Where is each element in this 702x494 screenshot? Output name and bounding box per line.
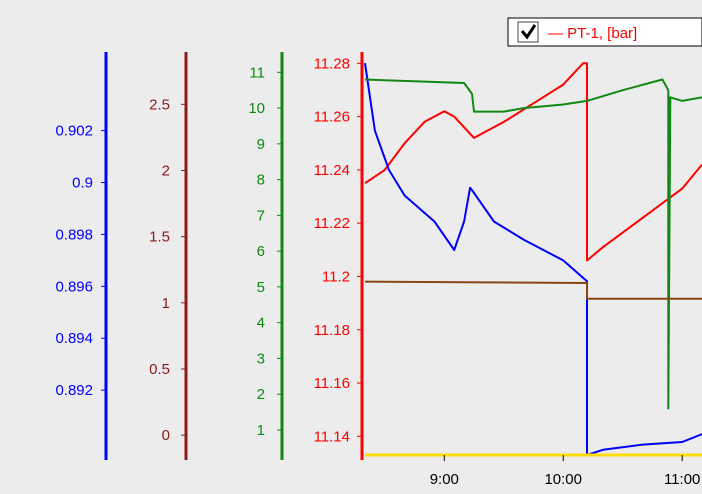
tick-label-blue: 0.892 <box>55 382 93 399</box>
tick-label-green: 4 <box>257 315 265 332</box>
y-axis-brown: 0 0.5 1 1.5 2 2.5 <box>149 52 188 460</box>
tick-label-blue: 0.894 <box>55 330 93 347</box>
tick-label-blue: 0.902 <box>55 123 93 140</box>
y-axis-green: 1 2 3 4 5 6 7 8 9 10 11 <box>248 52 284 460</box>
y-axis-red: 11.14 11.16 11.18 11.2 11.22 11.24 11.26 11.28 <box>314 52 364 460</box>
x-tick-label: 9:00 <box>430 471 459 488</box>
tick-label-green: 9 <box>257 136 265 153</box>
tick-label-brown: 2.5 <box>149 96 170 113</box>
tick-label-green: 6 <box>257 243 265 260</box>
tick-label-brown: 1.5 <box>149 229 170 246</box>
tick-label-green: 8 <box>257 172 265 189</box>
tick-label-red: 11.22 <box>314 215 350 232</box>
series-line-blue-1 <box>364 63 702 456</box>
tick-label-blue: 0.896 <box>55 278 93 295</box>
tick-label-brown: 0 <box>162 427 170 444</box>
tick-label-green: 2 <box>257 386 265 403</box>
series-line-pt-1 <box>364 62 702 262</box>
y-axis-blue: 0.892 0.894 0.896 0.898 0.9 0.902 <box>55 52 108 460</box>
series-line-green-2 <box>364 78 702 410</box>
tick-label-green: 11 <box>249 64 265 81</box>
tick-label-red: 11.26 <box>314 109 350 126</box>
tick-label-green: 7 <box>257 207 265 224</box>
check-icon <box>520 24 537 40</box>
tick-label-red: 11.24 <box>314 162 350 179</box>
x-tick-label: 11:00 <box>664 471 700 488</box>
tick-label-red: 11.28 <box>314 55 350 72</box>
tick-label-green: 5 <box>257 279 265 296</box>
tick-label-red: 11.14 <box>314 428 350 445</box>
legend-label: — PT-1, [bar] <box>548 25 637 42</box>
legend-box <box>507 17 702 47</box>
plot-area <box>364 62 702 457</box>
tick-label-blue: 0.898 <box>55 226 93 243</box>
tick-label-brown: 2 <box>162 162 170 179</box>
tick-label-green: 10 <box>248 100 265 117</box>
tick-label-red: 11.18 <box>314 322 350 339</box>
x-axis: 9:00 10:00 11:00 <box>430 455 700 488</box>
tick-label-green: 1 <box>257 422 265 439</box>
y-axes: 0.892 0.894 0.896 0.898 0.9 0.902 0 0.5 1 1.5 2 2.5… <box>55 52 364 460</box>
tick-label-blue: 0.9 <box>72 175 93 192</box>
x-tick-label: 10:00 <box>544 471 582 488</box>
tick-label-red: 11.2 <box>322 268 350 285</box>
series-line-brown-3 <box>364 280 702 300</box>
tick-label-brown: 1 <box>162 295 170 312</box>
tick-label-red: 11.16 <box>314 375 350 392</box>
tick-label-brown: 0.5 <box>149 361 170 378</box>
tick-label-green: 3 <box>257 350 265 367</box>
legend[interactable]: — PT-1, [bar] <box>507 17 702 47</box>
